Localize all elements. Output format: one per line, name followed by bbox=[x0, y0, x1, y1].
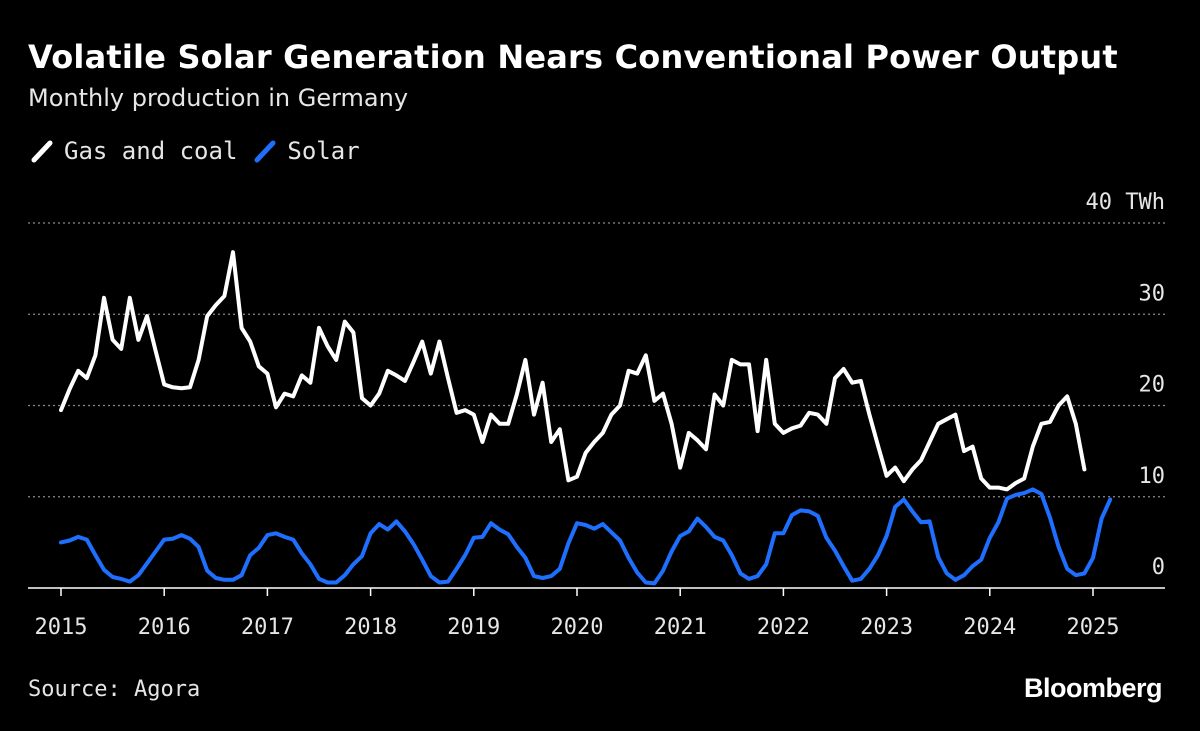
x-tick-label-2021: 2021 bbox=[654, 615, 707, 640]
y-tick-label-40: 40 TWh bbox=[1086, 190, 1165, 215]
series-line-gas-and-coal bbox=[59, 250, 1087, 492]
series-line-solar bbox=[59, 487, 1113, 586]
y-tick-label-20: 20 bbox=[1139, 373, 1166, 398]
x-tick-label-2022: 2022 bbox=[757, 615, 810, 640]
legend-item-solar: Solar bbox=[253, 137, 360, 165]
x-tick-label-2018: 2018 bbox=[344, 615, 397, 640]
chart-title: Volatile Solar Generation Nears Conventi… bbox=[28, 38, 1118, 76]
legend-label-solar: Solar bbox=[287, 137, 360, 165]
x-tick-label-2023: 2023 bbox=[860, 615, 913, 640]
bloomberg-logo: Bloomberg bbox=[1023, 673, 1163, 703]
legend-swatch-solar-icon bbox=[253, 139, 277, 163]
y-tick-label-10: 10 bbox=[1139, 464, 1166, 489]
y-tick-label-0: 0 bbox=[1152, 555, 1165, 580]
x-tick-label-2019: 2019 bbox=[447, 615, 500, 640]
x-tick-label-2025: 2025 bbox=[1067, 615, 1120, 640]
source-note: Source: Agora bbox=[28, 677, 201, 702]
x-tick-label-2020: 2020 bbox=[551, 615, 604, 640]
x-tick-label-2016: 2016 bbox=[138, 615, 191, 640]
legend-swatch-gas-coal-icon bbox=[30, 139, 54, 163]
x-tick-label-2015: 2015 bbox=[35, 615, 88, 640]
chart-subtitle: Monthly production in Germany bbox=[28, 84, 409, 112]
legend-item-gas-coal: Gas and coal bbox=[30, 137, 237, 165]
legend: Gas and coal Solar bbox=[30, 137, 376, 165]
legend-label-gas-coal: Gas and coal bbox=[64, 137, 238, 165]
x-tick-label-2024: 2024 bbox=[963, 615, 1016, 640]
y-tick-label-30: 30 bbox=[1139, 281, 1166, 306]
x-tick-label-2017: 2017 bbox=[241, 615, 294, 640]
